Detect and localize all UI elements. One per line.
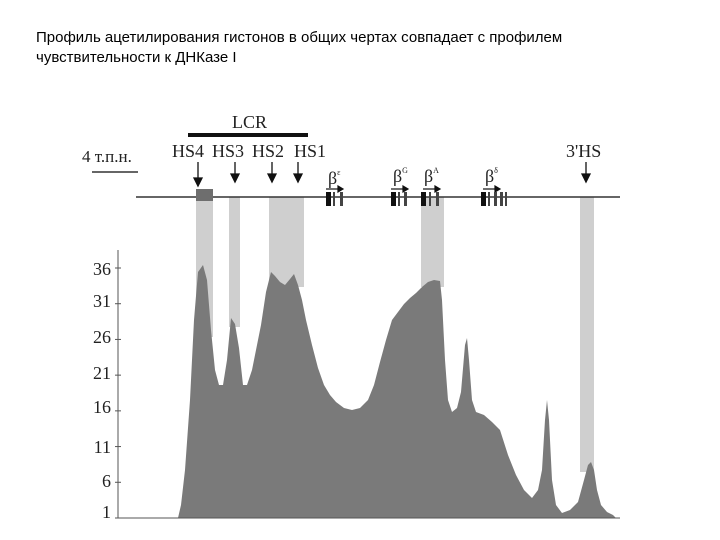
gene-a-gamma [421, 192, 439, 206]
gene-epsilon [326, 192, 343, 206]
hs2-label: HS2 [252, 141, 284, 161]
y-tick-label-26: 26 [93, 327, 111, 347]
lcr-label: LCR [232, 112, 267, 132]
y-tick-labels: 36 31 26 21 16 11 6 1 [93, 259, 111, 522]
gene-g-gamma [391, 192, 407, 206]
y-tick-label-21: 21 [93, 363, 111, 383]
gene-beta [500, 192, 507, 206]
arrow-down-icon [266, 162, 278, 184]
acetylation-profile-area [178, 265, 616, 518]
hs4-label: HS4 [172, 141, 204, 161]
gene-a-gamma-label: βA [424, 166, 439, 186]
scale-label: 4 т.п.н. [82, 147, 132, 166]
y-tick-label-36: 36 [93, 259, 111, 279]
hs1-label: HS1 [294, 141, 326, 161]
y-axis [115, 250, 620, 519]
gene-exons [326, 192, 507, 206]
gene-direction-arrows [326, 184, 502, 194]
band-hs3 [229, 197, 240, 327]
arrow-down-icon [580, 162, 592, 184]
gene-delta [481, 192, 497, 206]
hs4-marker [196, 189, 213, 201]
y-tick-label-16: 16 [93, 397, 111, 417]
y-tick-marks [115, 267, 121, 519]
gene-epsilon-label: βε [328, 168, 341, 188]
hs-arrows [192, 162, 592, 188]
lcr-bar [188, 133, 308, 137]
hs3-label: HS3 [212, 141, 244, 161]
y-tick-label-31: 31 [93, 291, 111, 311]
arrow-down-icon [229, 162, 241, 184]
gene-delta-label: βδ [485, 166, 498, 186]
arrow-right-icon [483, 184, 502, 194]
arrow-right-icon [326, 184, 345, 194]
arrow-right-icon [423, 184, 442, 194]
y-tick-label-1: 1 [102, 502, 111, 522]
arrow-down-icon [192, 162, 204, 188]
band-3prime-hs [580, 197, 594, 472]
y-tick-label-11: 11 [94, 437, 111, 457]
slide-title: Профиль ацетилирования гистонов в общих … [36, 28, 696, 68]
arrow-right-icon [391, 184, 410, 194]
band-beta-a [421, 197, 444, 287]
hs-labels: HS4 HS3 HS2 HS1 3'HS [172, 141, 601, 161]
slide-title-line-1: Профиль ацетилирования гистонов в общих … [36, 29, 563, 46]
gene-g-gamma-label: βG [393, 166, 408, 186]
band-hs2-hs1 [269, 197, 304, 287]
y-tick-label-6: 6 [102, 471, 111, 491]
gene-labels: βε βG βA βδ [328, 166, 498, 188]
arrow-down-icon [292, 162, 304, 184]
hs-3prime-label: 3'HS [566, 141, 601, 161]
slide-title-line-2: чувствительности к ДНКазе I [36, 49, 237, 66]
